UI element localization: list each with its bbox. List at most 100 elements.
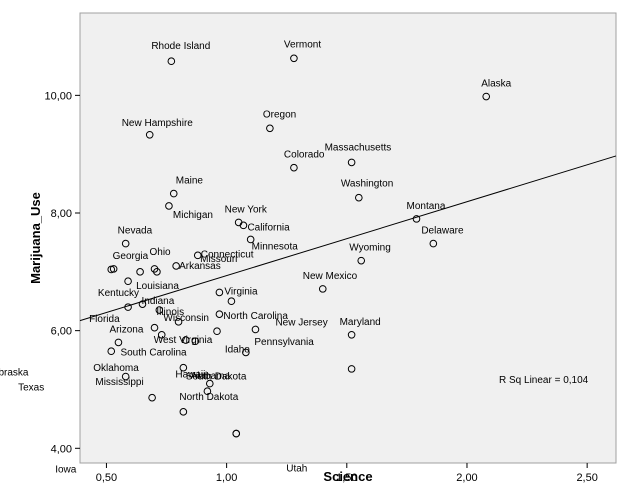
data-point [167,57,176,66]
data-point [347,365,356,373]
point-label: Georgia [113,251,149,262]
point-label: South Dakota [186,372,247,383]
data-point [246,235,255,244]
point-labels: Rhode Island Vermont Alaska Oregon New Hamps… [0,39,512,475]
y-tick-label: 10,00 [44,90,72,102]
point-label: Maryland [340,317,381,328]
data-point [179,363,188,372]
point-label: Oregon [263,109,296,120]
point-label: Delaware [421,226,464,237]
point-label: Texas [18,383,44,394]
data-point [136,268,144,276]
data-point [251,325,260,334]
data-point [266,124,274,133]
fit-line [79,155,617,322]
x-axis-title: Science [323,469,372,484]
x-tick-label: 1,50 [336,472,357,484]
point-label: New York [225,204,268,215]
data-point [232,429,241,438]
point-label: New Jersey [275,317,327,328]
x-tick-label: 0,50 [96,472,117,484]
data-point [114,338,123,347]
point-label: Connecticut [201,249,254,260]
data-point [203,387,212,396]
point-label: Oklahoma [93,363,139,374]
point-label: Nevada [118,226,153,237]
point-label: Arizona [110,325,144,336]
data-point [150,323,159,332]
point-label: California [247,222,290,233]
point-label: Wyoming [349,243,391,254]
point-label: New Hampshire [122,118,194,129]
data-point [482,92,491,101]
point-label: Washington [341,179,393,190]
point-label: Illinois [156,307,184,318]
data-point [347,330,356,339]
data-point [239,221,248,230]
point-label: Florida [89,314,120,325]
data-point [169,189,178,198]
point-label: Montana [407,201,446,212]
data-point [205,379,214,388]
data-point [153,268,161,276]
point-label: Massachusetts [325,142,392,153]
point-label: New Mexico [303,271,358,282]
data-point [145,130,154,139]
y-tick-label: 6,00 [51,326,72,338]
data-point [155,306,164,314]
point-label: Vermont [284,39,321,50]
point-label: Kentucky [98,288,139,299]
x-tick-label: 2,50 [576,472,597,484]
point-label: Pennsylvania [254,337,314,348]
x-tick-label: 2,00 [456,472,477,484]
data-point [290,163,298,172]
data-point [181,336,190,344]
r-squared-label: R Sq Linear = 0,104 [499,375,589,386]
point-label: Arkansas [179,261,221,272]
axis-ticks: 0,50 1,00 1,50 2,00 2,50 4,00 6,00 8,00 10,00 [44,90,597,484]
data-point [355,193,363,202]
data-point [174,318,183,326]
y-tick-label: 8,00 [51,208,72,220]
data-point [107,347,116,356]
point-label: Maine [176,176,204,187]
data-point [242,348,250,357]
point-label: Utah [286,464,307,475]
point-label: Nebraska [0,368,29,379]
point-label: North Dakota [179,392,238,403]
data-points [107,54,491,438]
data-point [429,239,438,248]
data-point [215,288,224,297]
data-point [157,330,166,339]
x-tick-label: 1,00 [216,472,237,484]
point-label: Colorado [284,150,325,161]
data-point [318,285,327,293]
data-point [148,393,156,402]
point-label: Ohio [150,247,172,258]
data-point [121,239,130,248]
point-label: Virginia [224,286,258,297]
point-label: North Carolina [223,311,288,322]
data-point [121,372,130,381]
data-point [357,256,366,265]
point-label: Hawaii [175,370,205,381]
data-point [193,251,202,260]
data-point [165,202,173,210]
data-point [124,303,132,311]
point-label: Idaho [225,344,250,355]
data-point [124,277,132,286]
point-label: Michigan [173,210,213,221]
point-label: Mississippi [95,377,143,388]
point-label: Iowa [55,465,77,476]
y-axis-title: Marijuana_Use [28,192,43,284]
point-label: Alaska [481,79,511,90]
y-tick-label: 4,00 [51,443,72,455]
data-point [227,297,236,306]
data-point [138,300,147,308]
data-point [172,262,180,270]
data-point [412,215,421,223]
data-point [347,158,356,167]
point-label: South Carolina [120,347,187,358]
data-point [215,310,224,318]
